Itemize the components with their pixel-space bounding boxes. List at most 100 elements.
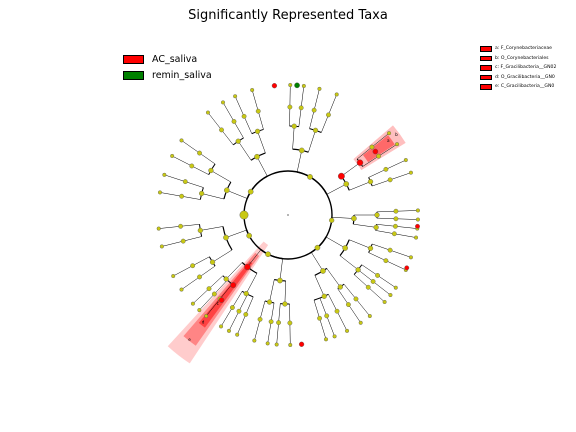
- taxon-node: [353, 296, 359, 302]
- taxon-node: [288, 342, 293, 347]
- clade-branch: [205, 298, 221, 317]
- taxon-node: [414, 235, 419, 240]
- clade-branch: [326, 183, 347, 195]
- clade-branch: [172, 155, 192, 167]
- taxon-node: [326, 112, 331, 118]
- taxon-node: [395, 142, 400, 147]
- taxon-node: [276, 320, 281, 325]
- taxon-node: [157, 190, 162, 195]
- taxon-node: [243, 312, 249, 317]
- clade-branch: [220, 307, 233, 327]
- taxon-node: [393, 216, 399, 222]
- clade-branch: [328, 294, 338, 312]
- clade-branch: [158, 226, 181, 229]
- taxon-node: [219, 127, 224, 133]
- clade-branch: [225, 262, 243, 280]
- highlight-wedge: [363, 135, 395, 163]
- taxon-node: [312, 127, 319, 133]
- taxon-node: [345, 302, 351, 307]
- ring-segment: [260, 249, 283, 260]
- clade-branch: [201, 193, 225, 200]
- taxon-node: [241, 113, 247, 119]
- clade-branch: [181, 140, 200, 154]
- clade-branch: [395, 218, 418, 220]
- taxon-node: [393, 285, 398, 290]
- taxon-node: [403, 158, 408, 163]
- taxon-node: [205, 110, 210, 115]
- ring-segment: [310, 236, 327, 253]
- taxon-node: [189, 163, 195, 169]
- clade-branch: [349, 181, 371, 191]
- clade-branch: [199, 293, 215, 311]
- taxon-node: [334, 308, 340, 314]
- taxon-node: [382, 299, 387, 304]
- taxa-label: e: C_Gracilibacteria__GN0: [495, 84, 555, 90]
- group-legend-item: AC_saliva: [123, 51, 212, 67]
- clade-branch: [245, 296, 254, 315]
- taxon-node: [332, 334, 337, 339]
- taxa-legend-item: a: F_Corynebacteriaceae: [480, 44, 556, 54]
- clade-branch: [319, 297, 327, 316]
- clade-branch: [267, 321, 272, 344]
- group-color-swatch: [123, 70, 144, 80]
- taxon-node: [180, 238, 186, 244]
- clade-branch: [245, 273, 258, 294]
- clade-branch: [376, 224, 396, 227]
- clade-branch: [173, 265, 193, 277]
- taxon-node: [235, 138, 241, 144]
- taxon-node: [383, 166, 389, 172]
- taxon-node: [415, 217, 420, 222]
- taxon-node: [291, 123, 297, 129]
- taxon-node: [317, 315, 322, 321]
- taxon-node: [204, 314, 209, 319]
- taxon-node: [211, 291, 217, 297]
- taxon-node: [334, 92, 339, 97]
- taxon-node: [236, 308, 242, 314]
- clade-branch: [375, 230, 395, 235]
- clade-branch: [292, 126, 295, 150]
- taxon-node: [388, 293, 393, 298]
- clade-branch: [191, 165, 209, 175]
- clade-branch: [376, 210, 396, 213]
- taxon-node: [179, 193, 185, 199]
- clade-branch: [300, 85, 305, 108]
- taxon-node: [266, 299, 273, 305]
- clade-branch: [309, 110, 315, 129]
- taxa-color-swatch: [480, 74, 492, 80]
- taxon-node: [287, 320, 293, 326]
- taxa-label: a: F_Corynebacteriaceae: [495, 46, 552, 52]
- group-color-swatch: [123, 54, 144, 64]
- taxon-node: [298, 105, 304, 111]
- group-legend: AC_saliva remin_saliva: [123, 51, 212, 83]
- taxon-node: [170, 153, 175, 158]
- clade-branch: [331, 217, 354, 219]
- taxon-node: [320, 268, 326, 274]
- taxon-node: [239, 210, 249, 220]
- clade-branch: [247, 249, 262, 268]
- clade-branch: [328, 94, 337, 115]
- clade-branch: [372, 281, 391, 296]
- clade-branch: [185, 181, 204, 188]
- taxon-node: [358, 320, 363, 325]
- taxon-node: [365, 284, 371, 290]
- clade-branch: [325, 236, 346, 249]
- clade-branch: [353, 223, 377, 228]
- clade-branch: [368, 169, 386, 178]
- clade-branch: [181, 276, 200, 290]
- taxon-node: [226, 328, 231, 333]
- taxon-node: [190, 263, 196, 269]
- taxa-legend-item: b: O_Corynebacteriales: [480, 54, 556, 64]
- clade-branch: [395, 210, 418, 212]
- taxon-node: [351, 215, 357, 222]
- highlight-labels: ab c d e: [188, 132, 398, 342]
- taxon-node: [367, 179, 374, 185]
- taxon-node: [182, 179, 188, 185]
- taxon-node: [250, 88, 255, 93]
- clade-branch: [298, 107, 302, 127]
- taxon-node: [311, 107, 317, 113]
- taxon-node: [391, 231, 397, 237]
- taxon-node: [246, 232, 252, 239]
- highlight-wedge: [353, 125, 406, 171]
- taxon-node: [223, 276, 229, 282]
- taxon-node: [415, 208, 420, 213]
